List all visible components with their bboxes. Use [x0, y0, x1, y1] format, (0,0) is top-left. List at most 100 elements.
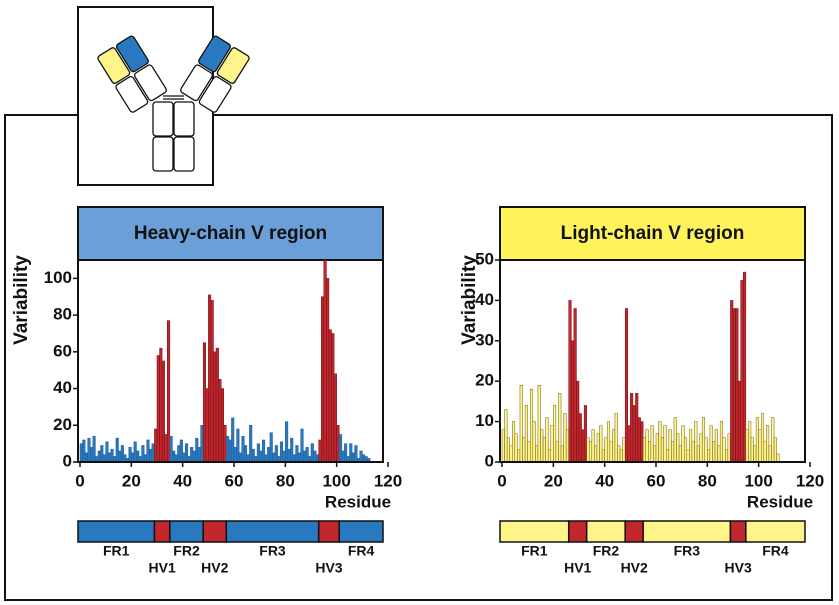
bar [344, 443, 348, 463]
x-tick-label: 40 [173, 471, 192, 490]
bar [617, 445, 621, 463]
bar [362, 454, 366, 463]
bar [326, 278, 330, 463]
bar [143, 454, 147, 463]
x-tick-label: 20 [544, 471, 563, 490]
bar [336, 425, 340, 463]
region-label: FR1 [521, 543, 548, 559]
bar [156, 355, 160, 463]
bar [161, 360, 165, 463]
bar [612, 429, 616, 463]
bar [292, 454, 296, 463]
bar [560, 445, 564, 463]
bar [599, 425, 603, 463]
bar [177, 445, 181, 463]
y-tick-label: 40 [475, 290, 494, 309]
bar [735, 308, 739, 463]
bar [141, 445, 145, 463]
bar [205, 388, 209, 463]
bar [704, 437, 708, 463]
region-label: FR4 [348, 543, 375, 559]
bar [208, 294, 212, 463]
bar [683, 437, 688, 463]
bar [514, 433, 518, 463]
bar [748, 421, 752, 463]
bar [730, 300, 734, 463]
bar [699, 433, 703, 463]
bar [102, 454, 106, 463]
bar [686, 449, 690, 463]
region-segment [642, 520, 732, 543]
region-segment [729, 520, 747, 543]
bar [563, 413, 567, 463]
bar [290, 437, 294, 463]
bar [578, 413, 582, 463]
region-label: FR3 [259, 543, 286, 559]
bar [758, 429, 762, 463]
region-segment [225, 520, 320, 543]
region-segment [77, 520, 156, 543]
x-tick-label: 120 [374, 471, 402, 490]
bar [558, 393, 562, 463]
bar [529, 389, 534, 463]
bar [202, 342, 207, 463]
bar [256, 443, 260, 463]
x-tick-label: 60 [647, 471, 666, 490]
x-tick-label: 120 [796, 471, 824, 490]
bar [553, 405, 557, 463]
bar [725, 449, 729, 463]
bar [272, 452, 276, 463]
bar [619, 449, 623, 463]
bar [331, 333, 335, 463]
region-segment [567, 520, 588, 543]
bar [678, 445, 682, 463]
bar [313, 450, 317, 463]
bar [707, 449, 711, 463]
y-tick-label: 60 [53, 341, 72, 360]
bar [673, 417, 677, 463]
bar [282, 450, 286, 463]
region-segment [624, 520, 644, 543]
bar [573, 308, 577, 463]
bar [635, 393, 639, 463]
antibody-icon [77, 6, 250, 186]
bar [648, 441, 652, 463]
x-tick-label: 20 [122, 471, 141, 490]
bar [609, 441, 613, 463]
region-label: HV3 [315, 560, 342, 576]
bar [743, 271, 747, 463]
bar [627, 425, 631, 463]
bar [568, 300, 572, 463]
bar [719, 421, 723, 463]
bar [151, 443, 155, 463]
bar [581, 429, 585, 463]
bar [637, 417, 641, 463]
bar [359, 450, 363, 463]
y-tick-label: 40 [53, 378, 72, 397]
region-label: FR3 [674, 543, 701, 559]
bar [532, 421, 536, 463]
bar [732, 308, 736, 463]
bar [658, 421, 662, 463]
bar [295, 445, 299, 463]
y-tick-label: 50 [475, 249, 494, 268]
x-tick-label: 80 [698, 471, 717, 490]
bar [512, 421, 516, 463]
bar [323, 259, 327, 463]
bar [110, 448, 114, 463]
bar [712, 441, 716, 463]
bar [540, 429, 544, 463]
bar [123, 454, 127, 463]
bar [172, 450, 176, 463]
bar [159, 347, 163, 463]
bar [174, 454, 178, 463]
bar [349, 443, 353, 463]
bar [663, 425, 667, 463]
bar [666, 449, 670, 463]
y-axis-label: Variability [459, 255, 480, 345]
bar [128, 447, 132, 463]
bar [190, 447, 194, 463]
bar [632, 405, 636, 463]
region-label: FR4 [762, 543, 789, 559]
bar [506, 437, 510, 463]
